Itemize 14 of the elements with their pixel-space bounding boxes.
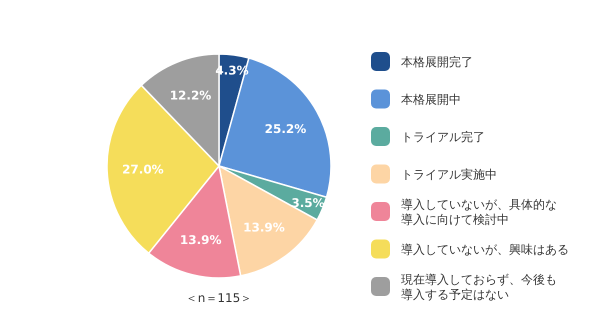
data-label: 12.2%	[170, 88, 212, 102]
legend-label: 導入していないが、具体的な導入に向けて検討中	[401, 198, 557, 226]
legend-label: トライアル完了	[401, 130, 485, 144]
legend-label: 本格展開中	[401, 92, 461, 106]
legend-label: 本格展開完了	[401, 55, 473, 69]
data-label: 25.2%	[264, 122, 306, 136]
legend-label: 現在導入しておらず、今後も導入する予定はない	[401, 272, 557, 302]
data-label: 3.5%	[291, 196, 325, 210]
data-label: 13.9%	[180, 232, 222, 247]
legend-label: 導入していないが、興味はある	[401, 242, 569, 256]
data-label: 13.9%	[243, 220, 285, 234]
data-label: 27.0%	[122, 162, 164, 176]
text: ＜n＝115＞	[186, 291, 252, 305]
legend-label: トライアル実施中	[401, 168, 497, 182]
